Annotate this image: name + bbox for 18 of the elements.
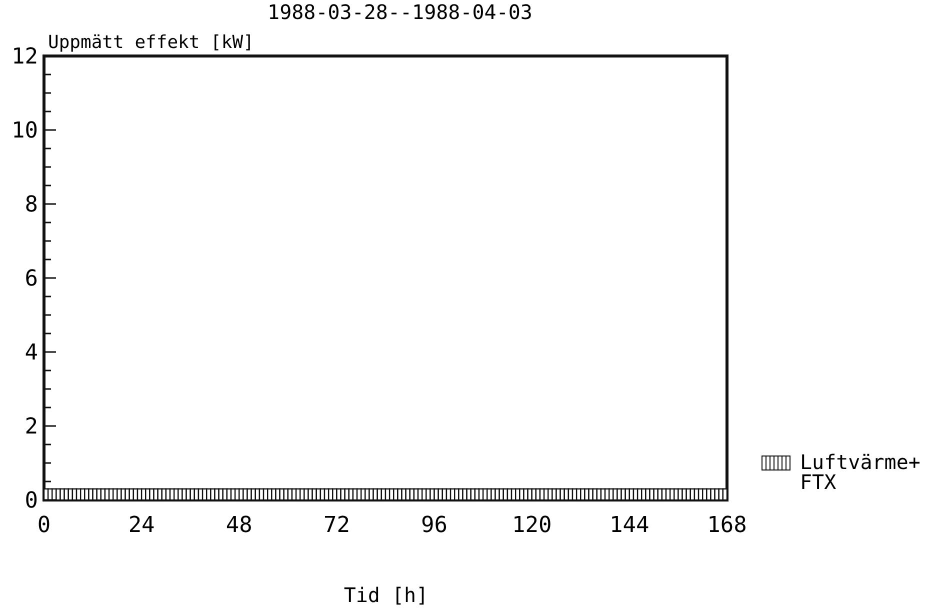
y-tick-label: 6	[24, 266, 38, 292]
x-axis-title: Tid [h]	[344, 583, 428, 607]
y-tick-label: 0	[24, 488, 38, 514]
legend-label: Luftvärme+ FTX	[800, 450, 920, 494]
x-tick-label: 120	[512, 513, 552, 538]
x-tick-label: 168	[707, 513, 747, 538]
y-tick-label: 10	[12, 118, 38, 144]
x-tick-label: 144	[610, 513, 650, 538]
y-tick-label: 12	[12, 44, 38, 70]
x-tick-label: 96	[421, 513, 448, 538]
y-tick-label: 4	[24, 340, 38, 366]
x-tick-label: 24	[128, 513, 155, 538]
chart-title: 1988-03-28--1988-04-03	[268, 0, 532, 24]
y-axis-title: Uppmätt effekt [kW]	[48, 32, 254, 53]
x-tick-label: 48	[226, 513, 252, 538]
y-tick-label: 8	[24, 192, 38, 218]
x-tick-label: 72	[323, 513, 350, 538]
y-tick-label: 2	[24, 414, 38, 440]
